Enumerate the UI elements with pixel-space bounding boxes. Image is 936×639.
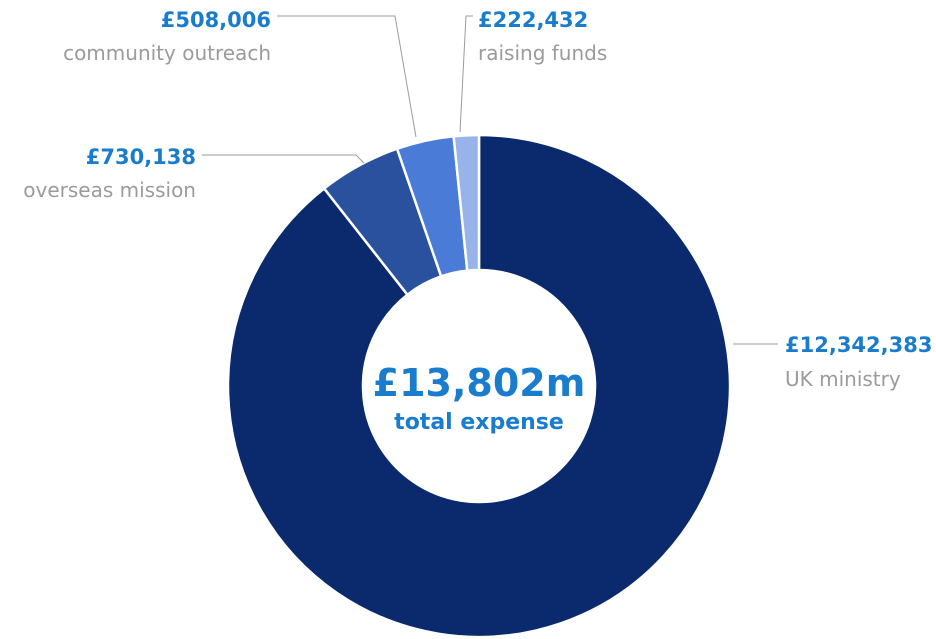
donut-slices: [226, 133, 732, 639]
center-total-label: total expense: [394, 410, 564, 435]
label-overseas-mission: £730,138 overseas mission: [23, 145, 196, 202]
label-uk-ministry-category: UK ministry: [785, 367, 901, 391]
leader-lines: [202, 15, 778, 345]
label-uk-ministry: £12,342,383 UK ministry: [785, 333, 932, 391]
leader-community-outreach: [277, 15, 417, 138]
label-raising-funds-category: raising funds: [478, 41, 607, 65]
label-uk-ministry-value: £12,342,383: [785, 333, 932, 357]
label-community-outreach-category: community outreach: [63, 41, 271, 65]
label-raising-funds: £222,432 raising funds: [478, 8, 607, 65]
label-community-outreach: £508,006 community outreach: [63, 8, 271, 65]
label-overseas-mission-value: £730,138: [86, 145, 196, 169]
label-community-outreach-value: £508,006: [161, 8, 271, 32]
leader-overseas-mission: [202, 154, 365, 164]
leader-raising-funds: [459, 15, 473, 133]
label-overseas-mission-category: overseas mission: [23, 178, 196, 202]
label-raising-funds-value: £222,432: [478, 8, 588, 32]
slice-raising-funds: [452, 133, 481, 272]
slice-uk-ministry: [226, 133, 732, 639]
center-total-value: £13,802m: [373, 361, 586, 405]
